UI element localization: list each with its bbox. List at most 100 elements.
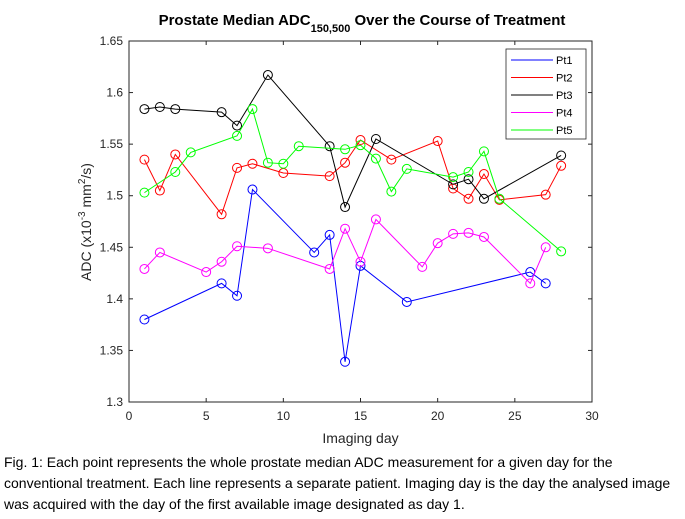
data-point [556,150,567,161]
data-point [478,146,489,157]
data-point [154,247,165,258]
data-point [340,356,351,367]
data-point [139,154,150,165]
data-point [386,154,397,165]
y-axis-label-exp1: -3 [77,211,88,220]
data-point [262,157,273,168]
data-point [463,193,474,204]
data-point [478,169,489,180]
data-point [478,231,489,242]
data-point [247,104,258,115]
series-line-pt2 [143,139,562,216]
chart-title-main: Prostate Median ADC [159,12,311,29]
data-point [463,174,474,185]
y-tick-label: 1.5 [106,189,123,203]
series-pt4 [139,214,551,289]
data-point [309,247,320,258]
data-point [232,130,243,141]
data-point [525,278,536,289]
data-point [232,290,243,301]
legend-label: Pt2 [556,73,573,85]
data-point [324,141,335,152]
data-point [324,263,335,274]
data-point [262,243,273,254]
y-tick-label: 1.3 [106,395,123,409]
data-point [262,70,273,81]
data-point [355,135,366,146]
series-pt3 [139,70,567,213]
data-point [170,149,181,160]
x-tick-label: 0 [126,409,133,423]
data-point [448,228,459,239]
data-point [370,133,381,144]
data-point [216,107,227,118]
data-point [232,241,243,252]
y-axis-label-exp2: 2 [77,178,88,184]
y-axis-label-suffix: /s) [78,163,94,179]
y-axis-ticks: 1.3 1.35 1.4 1.45 1.5 1.55 1.6 1.65 [100,34,592,409]
data-point [216,256,227,267]
chart-title-suffix: Over the Course of Treatment [350,12,565,29]
series-line-pt1 [144,188,546,362]
data-point [370,153,381,164]
data-point [324,229,335,240]
legend-label: Pt3 [556,90,573,102]
data-point [556,246,567,257]
x-axis-label: Imaging day [322,430,398,446]
data-point [139,263,150,274]
data-point [463,166,474,177]
adc-line-chart: Prostate Median ADC150,500 Over the Cour… [77,12,599,446]
data-point [340,202,351,213]
legend-label: Pt4 [556,108,573,120]
y-tick-label: 1.55 [100,137,124,151]
data-point [478,193,489,204]
data-point [139,314,150,325]
data-point [355,256,366,267]
data-point [216,278,227,289]
data-point [494,193,505,204]
legend-box [505,48,587,140]
y-tick-label: 1.4 [106,292,123,306]
series-pt2 [139,135,567,220]
data-point [170,166,181,177]
chart-title: Prostate Median ADC150,500 Over the Cour… [159,12,566,35]
data-point [232,162,243,173]
data-point [247,184,258,195]
data-point [216,209,227,220]
y-axis-label-prefix: ADC (x10 [78,220,94,281]
data-point [247,158,258,169]
data-point [540,278,551,289]
chart-title-subscript: 150,500 [311,23,351,35]
x-tick-label: 20 [431,409,445,423]
data-point [417,261,428,272]
data-point [540,189,551,200]
y-tick-label: 1.6 [106,86,123,100]
data-point [463,227,474,238]
data-point [154,102,165,113]
data-point [370,214,381,225]
x-tick-label: 30 [585,409,599,423]
data-point [324,171,335,182]
x-tick-label: 15 [354,409,368,423]
data-point [154,185,165,196]
data-point [139,187,150,198]
data-point [139,104,150,115]
legend: Pt1 Pt2 Pt3 Pt4 Pt5 [505,48,587,140]
data-point [540,242,551,253]
data-point [170,104,181,115]
data-point [201,267,212,278]
data-point [185,147,196,158]
data-point [232,120,243,131]
data-point [556,160,567,171]
y-tick-label: 1.35 [100,343,124,357]
y-axis-label-middle: mm [78,184,94,211]
series-line-pt4 [144,218,547,285]
data-point [340,157,351,168]
legend-label: Pt5 [556,125,573,137]
x-tick-label: 25 [508,409,522,423]
series-line-pt3 [144,74,562,209]
data-point [340,223,351,234]
y-axis-label: ADC (x10-3 mm2/s) [77,163,94,281]
data-point [401,296,412,307]
data-point [293,141,304,152]
